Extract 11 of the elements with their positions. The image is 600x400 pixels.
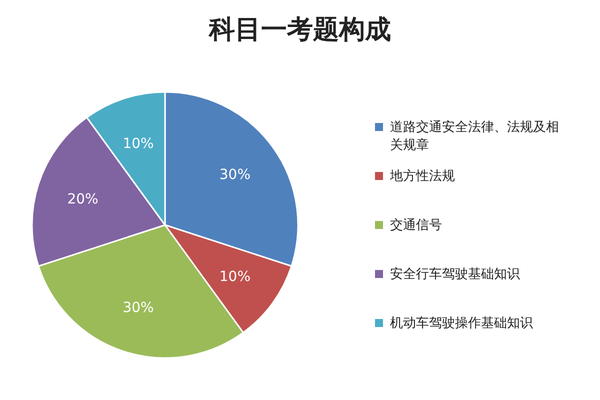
data-label: 20% xyxy=(67,191,98,208)
legend-label: 地方性法规 xyxy=(390,168,455,185)
legend-label: 安全行车驾驶基础知识 xyxy=(390,266,520,283)
chart-title: 科目一考题构成 xyxy=(208,14,392,47)
data-label: 30% xyxy=(122,300,154,316)
data-label: 10% xyxy=(122,136,154,152)
data-label: 10% xyxy=(219,268,250,285)
legend-label: 道路交通安全法律、法规及相关规章 xyxy=(390,119,560,154)
data-label: 30% xyxy=(219,167,250,184)
legend-label: 交通信号 xyxy=(390,217,442,234)
legend-label: 机动车驾驶操作基础知识 xyxy=(390,315,533,332)
